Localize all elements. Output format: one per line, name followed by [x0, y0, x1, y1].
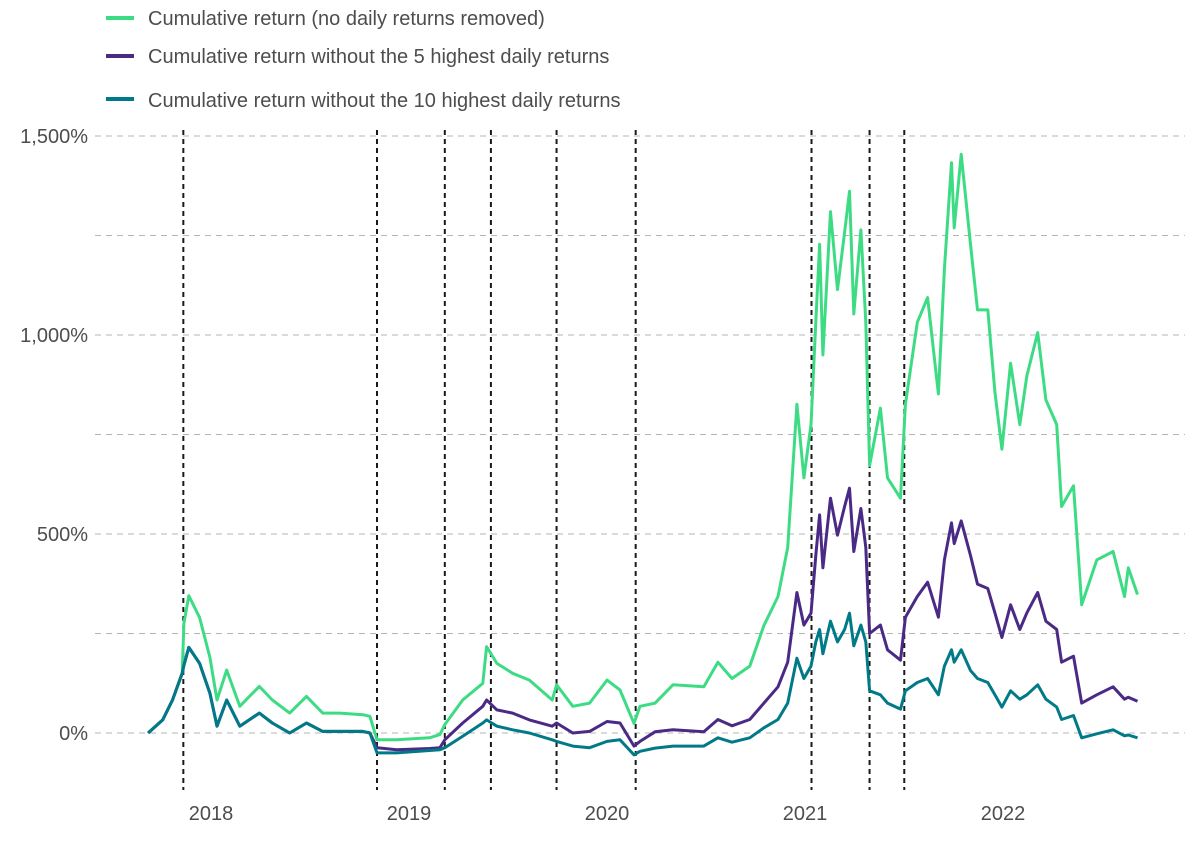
y-tick-label: 1,500% [20, 126, 88, 148]
x-tick-label: 2022 [981, 803, 1026, 825]
x-tick-label: 2020 [585, 803, 630, 825]
gridlines [95, 135, 1185, 734]
legend: Cumulative return (no daily returns remo… [106, 8, 620, 112]
x-tick-label: 2021 [783, 803, 828, 825]
series-lines [147, 152, 1139, 757]
x-axis: 2018 2019 2020 2021 2022 [189, 803, 1026, 825]
x-tick-label: 2019 [387, 803, 432, 825]
legend-item-without-5: Cumulative return without the 5 highest … [106, 46, 609, 68]
legend-item-no-removed: Cumulative return (no daily returns remo… [106, 8, 545, 30]
series-line-no-removed [147, 152, 1139, 742]
x-tick-label: 2018 [189, 803, 234, 825]
y-tick-label: 1,000% [20, 325, 88, 347]
series-line-without-5 [147, 486, 1139, 752]
y-tick-label: 0% [59, 723, 88, 745]
legend-label: Cumulative return (no daily returns remo… [148, 8, 545, 30]
legend-item-without-10: Cumulative return without the 10 highest… [106, 90, 620, 112]
legend-label: Cumulative return without the 10 highest… [148, 90, 620, 112]
y-axis: 0% 500% 1,000% 1,500% [20, 126, 88, 745]
legend-label: Cumulative return without the 5 highest … [148, 46, 609, 68]
y-tick-label: 500% [37, 524, 88, 546]
series-line-without-10 [147, 611, 1138, 757]
